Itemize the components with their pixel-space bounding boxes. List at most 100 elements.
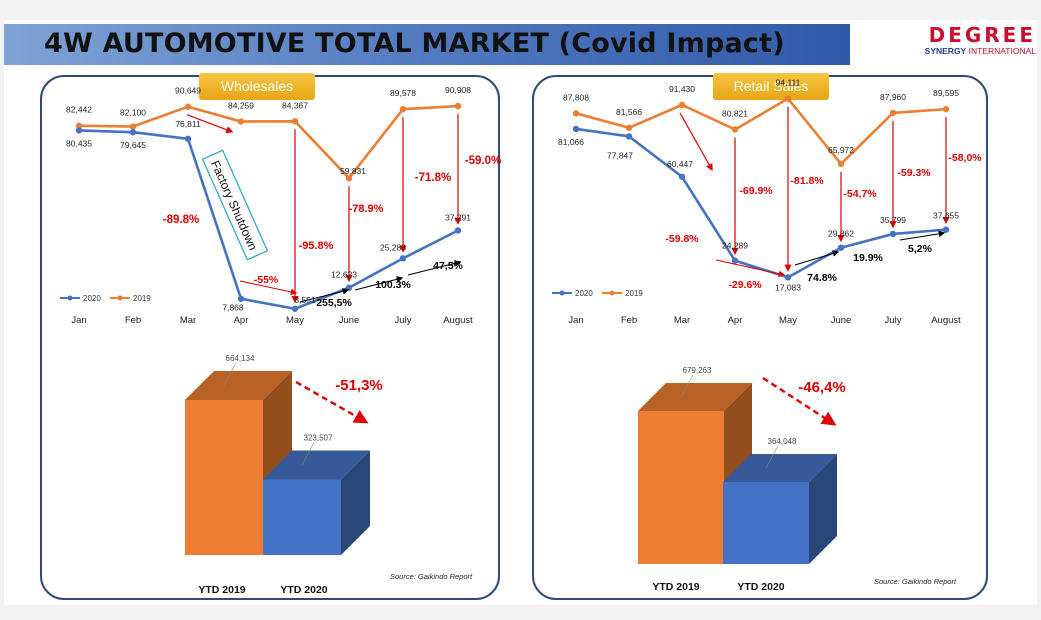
- retail-series-2019-point: [625, 124, 633, 131]
- retail-ytd-bar-top: [723, 454, 837, 483]
- retail-month-label: Mar: [674, 315, 690, 326]
- wholesales-ytd-leader: [223, 362, 237, 386]
- retail-label-2020: 37,655: [933, 211, 959, 221]
- retail-series-2020-line: [575, 127, 947, 279]
- retail-yoy-label: -59.8%: [665, 233, 699, 245]
- wholesales-yoy-label: -89.8%: [163, 214, 199, 226]
- retail-label-2019: 87,808: [563, 92, 589, 102]
- retail-series-2019-point: [942, 105, 950, 113]
- wholesales-label-2019: 82,100: [120, 108, 146, 118]
- retail-legend-2019-marker: [609, 290, 615, 296]
- retail-label-2020: 17,083: [775, 282, 801, 292]
- retail-month-label: August: [931, 315, 961, 326]
- wholesales-series-2019-line: [78, 104, 459, 181]
- retail-series-2019-point: [889, 109, 897, 117]
- retail-ytd-value-label: 679,263: [683, 366, 712, 375]
- wholesales-mom-label: -55%: [254, 274, 279, 286]
- retail-month-label: Apr: [728, 315, 743, 326]
- wholesales-label-2020: 79,645: [120, 140, 146, 150]
- retail-yoy-label: -58,0%: [948, 152, 982, 164]
- wholesales-label-2019: 90,649: [175, 86, 201, 96]
- logo-tagline-left: SYNERGY: [924, 46, 967, 56]
- retail-series-2019-point: [784, 95, 792, 102]
- retail-mom-arrow: [715, 259, 786, 278]
- wholesales-ytd-value-label: 664,134: [226, 354, 255, 363]
- retail-series-2020-point: [572, 125, 580, 133]
- wholesales-ytd-category-label: YTD 2020: [280, 584, 327, 596]
- wholesales-series-2020-point: [129, 129, 137, 136]
- wholesales-month-label: Jan: [71, 315, 86, 326]
- retail-mom-label: -29.6%: [728, 279, 762, 291]
- factory-shutdown-callout: Factory Shutdown: [201, 149, 269, 261]
- retail-series-2020-point: [889, 230, 897, 238]
- retail-yoy-label: -54,7%: [843, 188, 877, 200]
- wholesales-series-2019-point: [184, 103, 192, 110]
- wholesales-series-2020-point: [184, 135, 192, 142]
- retail-month-label: May: [779, 315, 797, 326]
- wholesales-label-2019: 59,831: [340, 166, 366, 176]
- wholesales-ytd-change-label: -51,3%: [335, 377, 383, 394]
- retail-label-2019: 81,566: [616, 107, 642, 117]
- wholesales-mom-label: 47,5%: [433, 260, 463, 272]
- retail-series-2020-point: [784, 274, 792, 281]
- logo-tagline-right: INTERNATIONAL: [968, 46, 1036, 56]
- wholesales-ytd-decline-arrow: [295, 380, 369, 424]
- wholesales-label-2019: 84,259: [228, 101, 254, 111]
- title-bar: [4, 24, 850, 65]
- retail-label-2020: 60,447: [667, 159, 693, 169]
- wholesales-series-2019-point: [399, 105, 407, 113]
- retail-month-label: July: [885, 315, 902, 326]
- factory-shutdown-label: Factory Shutdown: [208, 158, 260, 252]
- retail-yoy-label: -69.9%: [739, 185, 773, 197]
- retail-legend-2019-label: 2019: [625, 289, 643, 298]
- retail-mom-label: 74.8%: [807, 272, 837, 284]
- retail-label-2019: 94,111: [776, 78, 801, 88]
- logo-wordmark: DEGREE: [928, 23, 1036, 47]
- wholesales-series-2019-point: [129, 123, 137, 130]
- logo: DEGREE SYNERGY INTERNATIONAL: [900, 24, 1036, 60]
- wholesales-ytd-bar-side: [341, 450, 370, 555]
- retail-series-2020-point: [837, 244, 845, 251]
- wholesales-series-2020-point: [237, 295, 245, 302]
- retail-ytd-value-label: 364,048: [768, 437, 797, 446]
- wholesales-month-label: Apr: [234, 315, 249, 326]
- factory-shutdown-box: [201, 149, 269, 261]
- wholesales-ytd-bar: [185, 400, 263, 555]
- retail-label-2020: 29,862: [828, 229, 854, 239]
- wholesales-label-2019: 89,578: [390, 88, 416, 98]
- retail-series-2019-point: [678, 101, 686, 109]
- wholesales-label-2020: 7,868: [222, 303, 244, 313]
- retail-mom-label: 5,2%: [908, 243, 933, 255]
- wholesales-yoy-arrow: [186, 114, 234, 134]
- retail-series-2020-point: [678, 173, 686, 180]
- wholesales-month-label: August: [443, 315, 473, 326]
- retail-label-2019: 80,821: [722, 108, 748, 118]
- retail-yoy-label: -59.3%: [897, 167, 931, 179]
- wholesales-series-2019-point: [345, 174, 353, 182]
- wholesales-ytd-category-label: YTD 2019: [198, 584, 245, 596]
- retail-label-2020: 35,799: [880, 215, 906, 225]
- wholesales-series-2019-point: [291, 118, 299, 125]
- wholesales-tag: Wholesales: [199, 73, 315, 100]
- retail-series-2019-line: [575, 96, 947, 166]
- wholesales-label-2020: 80,435: [66, 138, 92, 148]
- retail-tag: Retail Sales: [713, 73, 829, 100]
- wholesales-label-2020: 76,811: [175, 119, 201, 129]
- wholesales-series-2019-point: [237, 118, 245, 125]
- wholesales-legend-2020-marker: [67, 295, 73, 301]
- retail-series-2020-point: [731, 257, 739, 264]
- wholesales-label-2020: 37,291: [445, 212, 471, 222]
- retail-series-2019-point: [837, 160, 845, 168]
- wholesales-yoy-label: -78.9%: [349, 203, 384, 215]
- wholesales-label-2020: 3,551: [294, 295, 316, 305]
- retail-label-2019: 89,595: [933, 88, 959, 98]
- wholesales-label-2019: 90,908: [445, 85, 471, 95]
- retail-mom-arrow: [899, 230, 946, 241]
- wholesales-mom-arrow: [354, 276, 404, 291]
- page-title: 4W AUTOMOTIVE TOTAL MARKET (Covid Impact…: [44, 28, 785, 59]
- retail-label-2020: 24,289: [722, 241, 748, 251]
- retail-yoy-label: -81.8%: [790, 175, 824, 187]
- retail-mom-arrow: [794, 250, 840, 266]
- retail-ytd-bar: [638, 411, 724, 564]
